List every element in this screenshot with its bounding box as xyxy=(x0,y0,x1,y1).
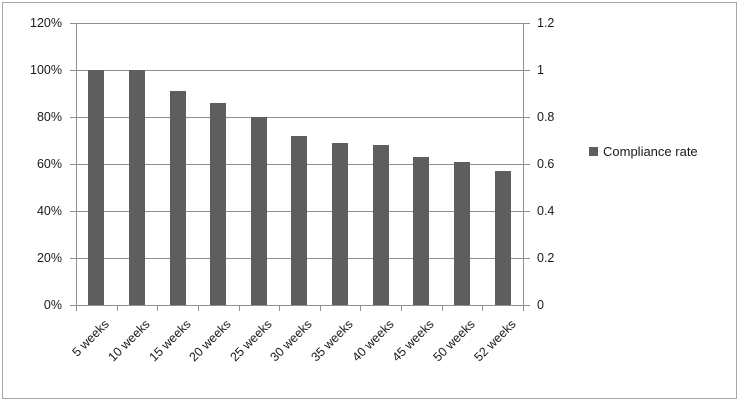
y-axis-right-tick xyxy=(523,305,530,306)
x-axis-tick xyxy=(401,305,402,311)
x-axis-category-label: 10 weeks xyxy=(105,317,153,365)
x-axis-tick xyxy=(239,305,240,311)
gridline xyxy=(76,305,523,306)
x-axis-category-label: 45 weeks xyxy=(389,317,437,365)
x-axis-tick xyxy=(442,305,443,311)
y-axis-left-tick xyxy=(70,258,76,259)
bar xyxy=(170,91,186,305)
y-axis-right-tick-label: 0.4 xyxy=(537,204,555,218)
y-axis-right-tick-label: 0.6 xyxy=(537,157,555,171)
bar xyxy=(251,117,267,305)
chart-border xyxy=(2,2,737,399)
y-axis-right-tick xyxy=(523,117,530,118)
x-axis-category-label: 35 weeks xyxy=(308,317,356,365)
plot-area xyxy=(70,23,530,311)
x-axis-tick xyxy=(198,305,199,311)
bar xyxy=(210,103,226,305)
x-axis-tick xyxy=(117,305,118,311)
x-axis-tick xyxy=(320,305,321,311)
x-axis-category-label: 15 weeks xyxy=(146,317,194,365)
gridline xyxy=(76,117,523,118)
legend: Compliance rate xyxy=(589,144,698,159)
y-axis-right-tick-label: 1 xyxy=(537,63,544,77)
y-axis-left-tick-label: 0% xyxy=(43,298,62,312)
y-axis-right-tick xyxy=(523,70,530,71)
y-axis-left-tick xyxy=(70,211,76,212)
legend-marker-square xyxy=(589,147,598,156)
y-axis-right-tick-label: 0.2 xyxy=(537,251,555,265)
x-axis-category-label: 20 weeks xyxy=(186,317,234,365)
x-axis-category-label: 30 weeks xyxy=(267,317,315,365)
y-axis-left-tick-label: 40% xyxy=(36,204,62,218)
x-axis-tick xyxy=(157,305,158,311)
y-axis-left-tick xyxy=(70,117,76,118)
y-axis-right-tick-label: 1.2 xyxy=(537,16,555,30)
y-axis-left-tick-label: 120% xyxy=(30,16,62,30)
y-axis-right-tick xyxy=(523,211,530,212)
bar xyxy=(454,162,470,305)
x-axis-tick xyxy=(76,305,77,311)
y-axis-left-tick xyxy=(70,305,76,306)
y-axis-left-line xyxy=(76,23,77,311)
bar xyxy=(413,157,429,305)
x-axis-category-label: 50 weeks xyxy=(430,317,478,365)
x-axis-tick xyxy=(360,305,361,311)
y-axis-right-tick-label: 0 xyxy=(537,298,544,312)
bar xyxy=(495,171,511,305)
bar xyxy=(332,143,348,305)
gridline xyxy=(76,70,523,71)
y-axis-left-tick-label: 20% xyxy=(36,251,62,265)
legend-label: Compliance rate xyxy=(603,144,698,159)
y-axis-right-tick xyxy=(523,164,530,165)
x-axis-tick xyxy=(482,305,483,311)
x-axis-tick xyxy=(279,305,280,311)
y-axis-left-tick xyxy=(70,23,76,24)
gridline xyxy=(76,23,523,24)
y-axis-left-tick xyxy=(70,164,76,165)
bar xyxy=(373,145,389,305)
x-axis-category-label: 52 weeks xyxy=(471,317,519,365)
bar xyxy=(88,70,104,305)
y-axis-right-tick-label: 0.8 xyxy=(537,110,555,124)
y-axis-left-tick-label: 80% xyxy=(36,110,62,124)
bar xyxy=(291,136,307,305)
x-axis-category-label: 25 weeks xyxy=(227,317,275,365)
y-axis-left-tick xyxy=(70,70,76,71)
x-axis-category-label: 40 weeks xyxy=(349,317,397,365)
y-axis-right-tick xyxy=(523,23,530,24)
y-axis-left-tick-label: 60% xyxy=(36,157,62,171)
x-axis-tick xyxy=(523,305,524,311)
y-axis-right-line xyxy=(523,23,524,311)
bar xyxy=(129,70,145,305)
y-axis-right-tick xyxy=(523,258,530,259)
y-axis-left-tick-label: 100% xyxy=(30,63,62,77)
